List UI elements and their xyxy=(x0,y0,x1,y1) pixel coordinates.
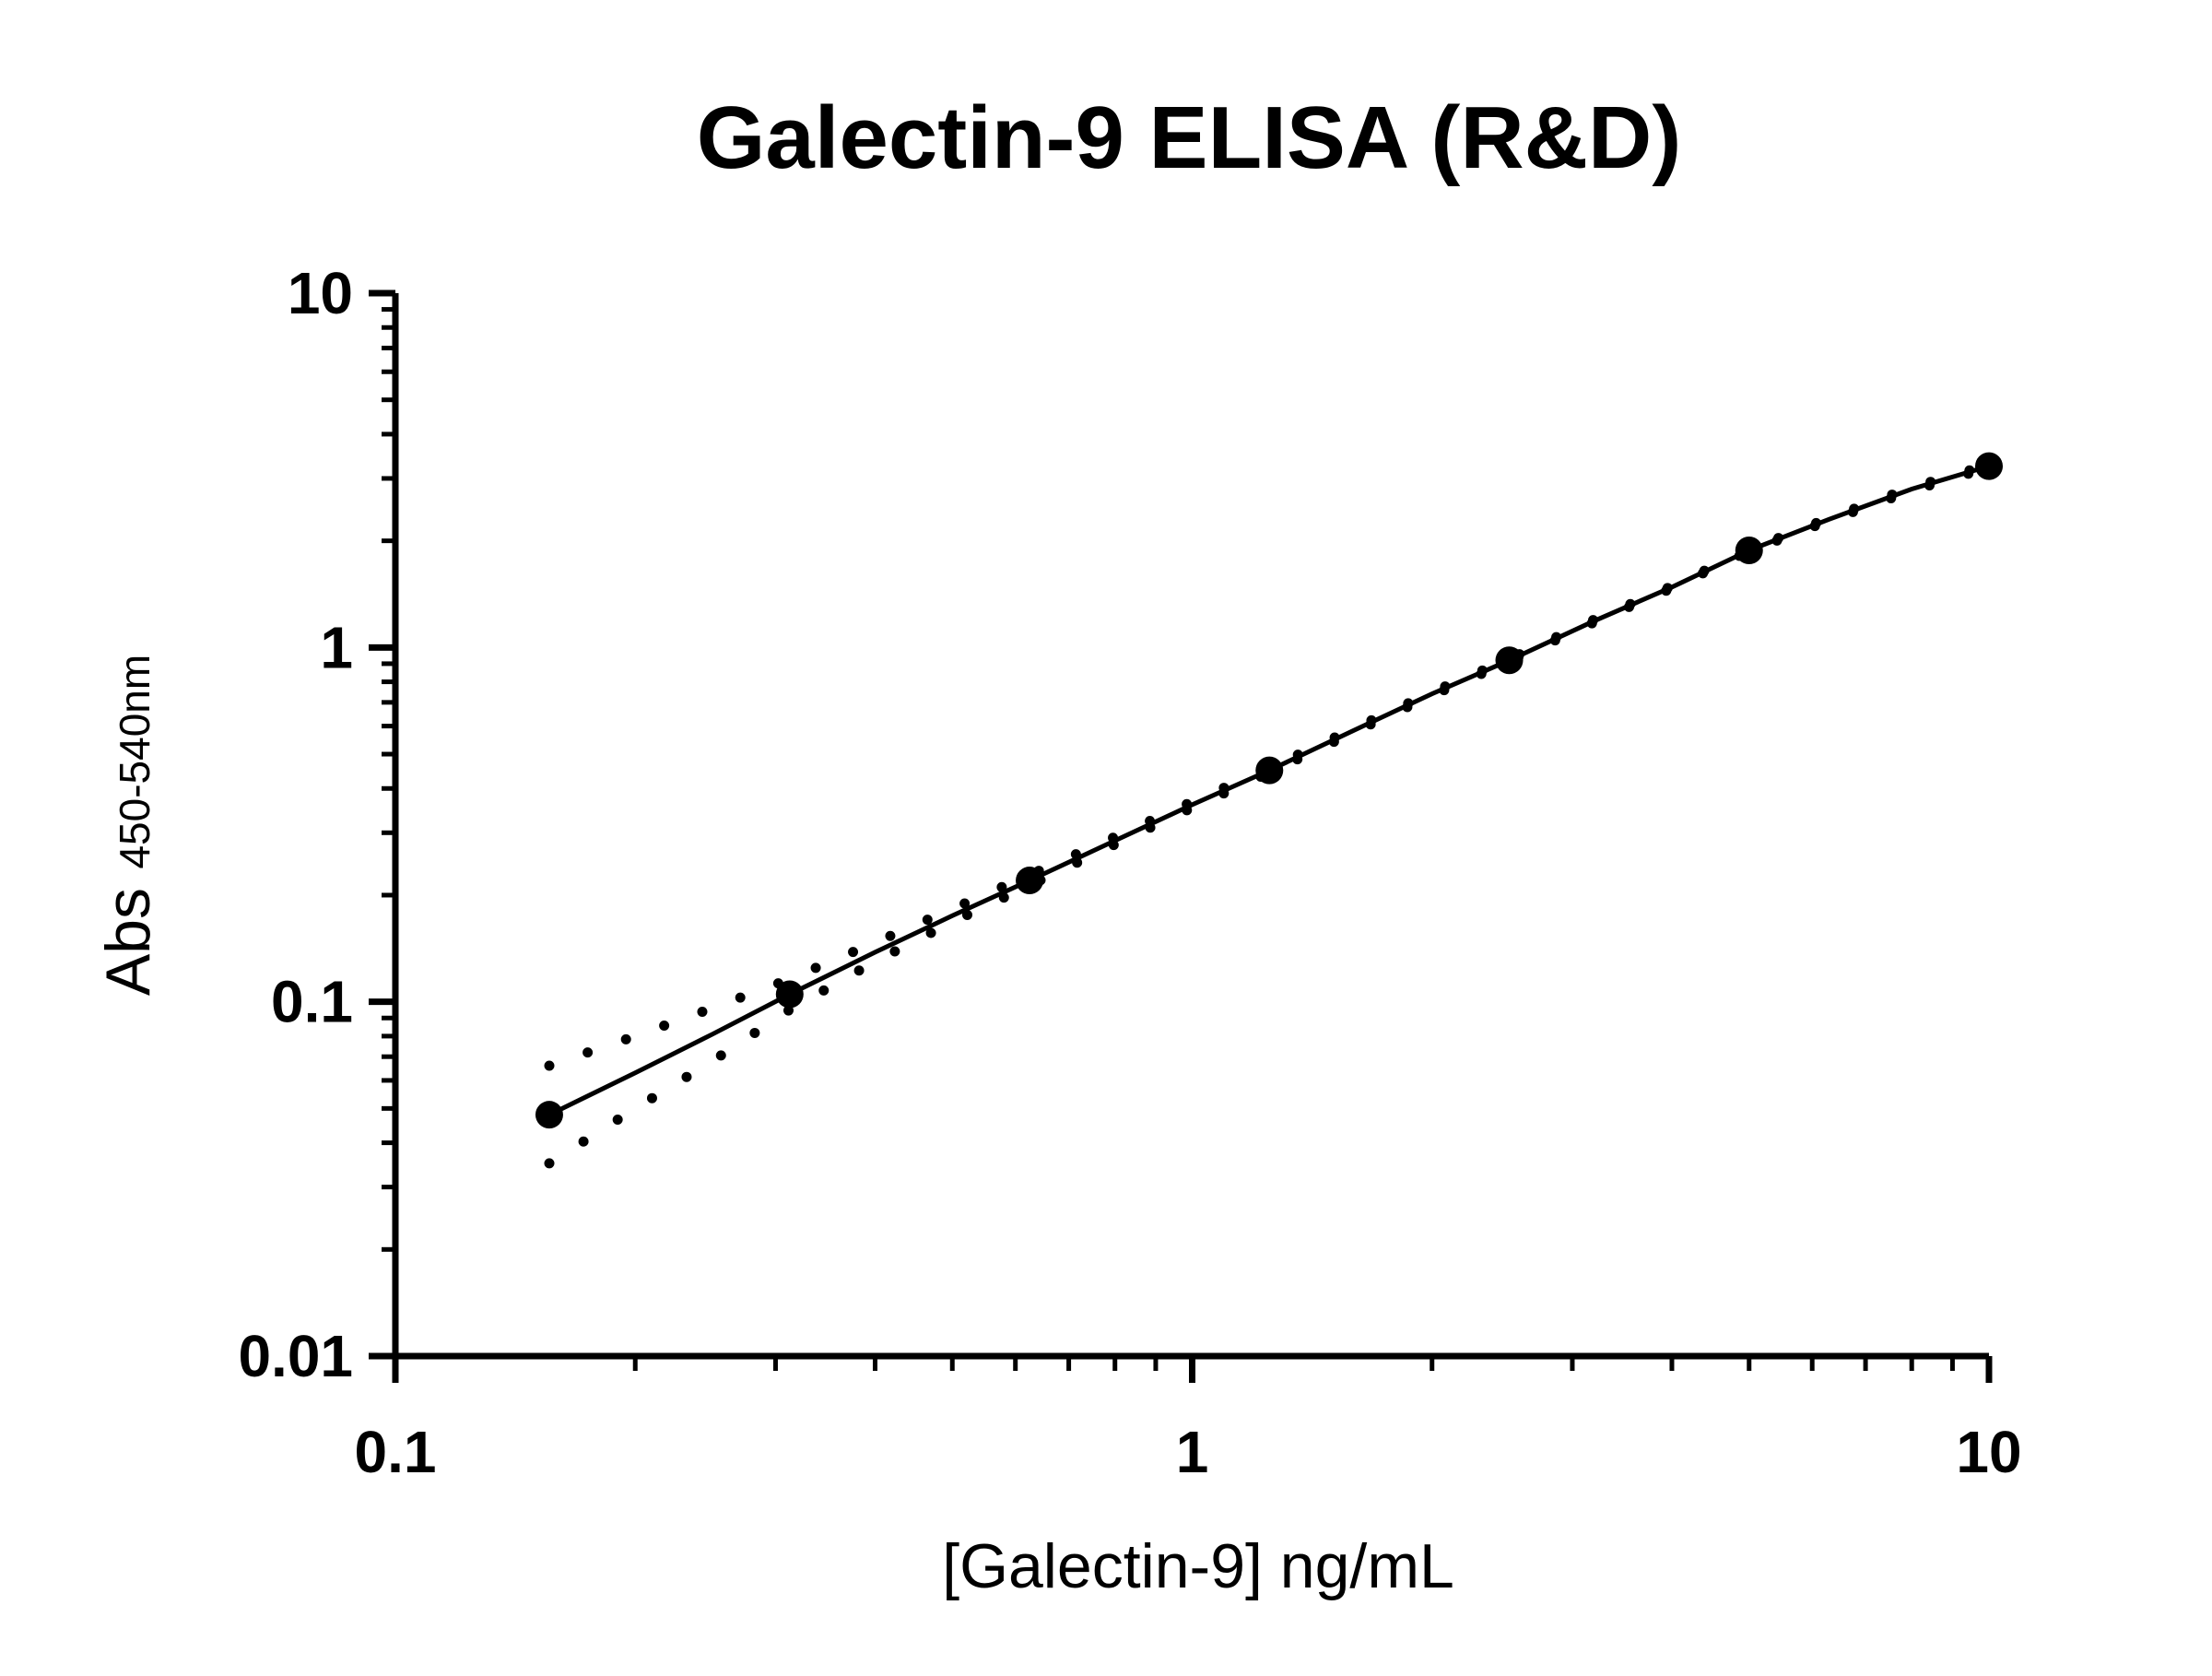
y-axis-title-main: Abs xyxy=(93,888,163,996)
x-axis-title: [Galectin-9] ng/mL xyxy=(942,1531,1454,1601)
y-tick-label: 10 xyxy=(288,260,353,326)
data-point xyxy=(775,980,804,1009)
data-points xyxy=(535,452,2003,1129)
confidence-band-lower xyxy=(544,462,1994,1169)
y-tick-label: 0.1 xyxy=(271,969,353,1035)
y-tick-label: 1 xyxy=(320,614,353,680)
fit-curve xyxy=(547,464,1990,1117)
data-point xyxy=(1735,536,1763,564)
data-point xyxy=(1016,867,1044,895)
x-tick-label: 10 xyxy=(1956,1419,2021,1485)
x-tick-label: 1 xyxy=(1176,1419,1209,1485)
data-point xyxy=(1495,646,1524,675)
x-tick-labels: 0.1 1 10 xyxy=(355,1419,2022,1485)
x-tick-label: 0.1 xyxy=(355,1419,437,1485)
y-tick-label: 0.01 xyxy=(238,1323,353,1389)
y-axis-title-subscript: 450-540nm xyxy=(111,655,159,869)
data-point xyxy=(1975,452,2003,480)
data-point xyxy=(535,1101,563,1129)
confidence-band xyxy=(544,459,1994,1169)
y-tick-labels: 0.01 0.1 1 10 xyxy=(238,260,353,1389)
y-axis-ticks xyxy=(369,289,395,1360)
x-axis-ticks xyxy=(392,1356,1993,1383)
data-point xyxy=(1255,756,1284,785)
y-axis-title: Abs 450-540nm xyxy=(93,655,163,996)
chart-title: Galectin-9 ELISA (R&D) xyxy=(697,89,1682,187)
